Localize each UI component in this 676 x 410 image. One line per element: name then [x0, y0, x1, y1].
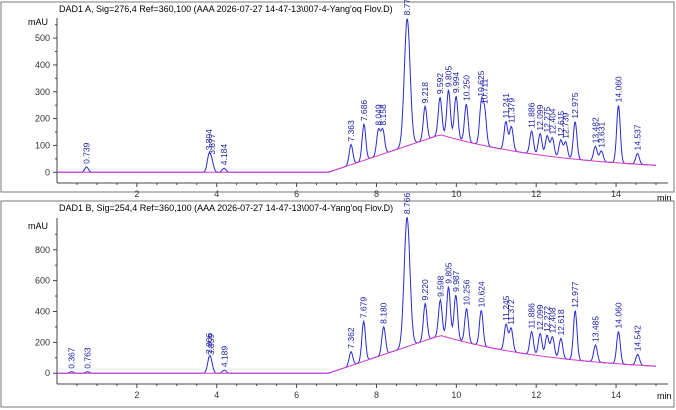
panel-b-peak-label: 9.805: [444, 262, 454, 284]
panel-a-signal-trace: [57, 18, 656, 173]
panel-b-integration-baseline: [57, 335, 657, 374]
panel-a-title: DAD1 A, Sig=276,4 Ref=360,100 (AAA 2026-…: [59, 4, 393, 14]
panel-a-peak-label: 12.739: [561, 112, 571, 138]
panel-b-peak-label: 12.099: [535, 304, 545, 330]
panel-b-peak-label: 7.679: [359, 297, 369, 319]
panel-a-peak-label: 12.275: [542, 106, 552, 132]
panel-b-y-tick-label: 800: [35, 245, 50, 255]
panel-a-x-tick-label: 12: [531, 189, 541, 199]
panel-b-signal-trace: [57, 216, 656, 374]
panel-b-peak-label: 9.220: [420, 279, 430, 301]
panel-a-x-tick-label: 4: [214, 189, 219, 199]
panel-b-peak-label: 9.598: [435, 275, 445, 297]
panel-a-y-tick-label: 300: [35, 87, 50, 97]
panel-a-peak-label: 14.537: [633, 124, 643, 150]
chromatogram-panel-b: DAD1 B, Sig=254,4 Ref=360,100 (AAA 2026-…: [0, 193, 675, 408]
panel-a-peak-label: 4.184: [219, 144, 229, 166]
panel-a-peak-label: 10.625: [476, 70, 486, 96]
panel-a-y-tick-label: 200: [35, 114, 50, 124]
panel-b-peak-label: 3.806: [204, 332, 214, 354]
panel-b-title: DAD1 B, Sig=254,4 Ref=360,100 (AAA 2026-…: [59, 203, 393, 213]
panel-a-peak-label: 9.994: [451, 72, 461, 94]
panel-b-peak-label: 12.977: [570, 281, 580, 307]
panel-a-peak-label: 10.711: [480, 78, 490, 104]
panel-b-x-tick-label: 2: [134, 390, 139, 400]
panel-a-peak-label: 11.886: [527, 102, 537, 128]
panel-a-x-tick-label: 10: [451, 189, 461, 199]
panel-a-y-tick-label: 100: [35, 140, 50, 150]
panel-b-peak-label: 3.859: [206, 334, 216, 356]
panel-a-x-tick-label: 8: [374, 189, 379, 199]
panel-a-peak-label: 14.060: [613, 76, 623, 102]
panel-a-peak-label: 8.770: [402, 0, 412, 15]
panel-b-x-tick-label: 10: [451, 390, 461, 400]
panel-a-integration-baseline: [57, 134, 657, 173]
panel-a-peak-label: 9.592: [435, 73, 445, 95]
panel-a-peak-label: 13.631: [596, 121, 606, 147]
panel-a-peak-label: 0.739: [82, 142, 92, 164]
panel-b-peak-label: 10.624: [476, 281, 486, 307]
panel-a-peak-label: 11.379: [506, 98, 516, 124]
panel-b-peak-label: 12.272: [542, 306, 552, 332]
panel-a-peak-label: 3.877: [207, 133, 217, 155]
panel-a-peak-label: 3.804: [204, 129, 214, 151]
panel-a-peak-label: 8.158: [378, 104, 388, 126]
panel-b-peak-label: 11.245: [501, 295, 511, 321]
panel-b-peak-label: 0.763: [82, 347, 92, 369]
panel-a-y-tick-label: 400: [35, 60, 50, 70]
panel-a-peak-label: 8.049: [373, 104, 383, 126]
panel-b-y-tick-label: 600: [35, 276, 50, 286]
panel-b-peak-label: 14.060: [614, 302, 624, 328]
panel-b-frame: [0, 200, 675, 408]
panel-a-ylabel: mAU: [28, 17, 48, 27]
panel-a-peak-label: 7.686: [359, 100, 369, 122]
panel-b-peak-label: 7.362: [346, 327, 356, 349]
panel-b-y-tick-label: 200: [35, 337, 50, 347]
panel-b-peak-label: 10.256: [462, 279, 472, 305]
panel-a-frame: [0, 1, 675, 193]
panel-b-ylabel: mAU: [28, 221, 48, 231]
panel-b-peak-label: 4.189: [219, 346, 229, 368]
panel-a-y-tick-label: 500: [35, 33, 50, 43]
panel-a-peak-label: 10.250: [461, 75, 471, 101]
panel-a-peak-label: 12.975: [570, 92, 580, 118]
panel-a-peak-label: 9.218: [420, 82, 430, 104]
panel-b-y-tick-label: 400: [35, 306, 50, 316]
panel-a-xlabel: min: [657, 193, 672, 203]
panel-b-peak-label: 8.180: [379, 302, 389, 324]
chromatogram-panel-a: DAD1 A, Sig=276,4 Ref=360,100 (AAA 2026-…: [0, 0, 675, 203]
panel-b-peak-label: 12.618: [556, 309, 566, 335]
panel-b-x-tick-label: 14: [611, 390, 621, 400]
panel-a-peak-label: 9.805: [443, 66, 453, 88]
panel-a-x-tick-label: 14: [611, 189, 621, 199]
panel-a-x-tick-label: 2: [134, 189, 139, 199]
panel-a-peak-label: 12.099: [535, 104, 545, 130]
panel-a-peak-label: 12.615: [556, 111, 566, 137]
panel-a-y-tick-label: 0: [45, 167, 50, 177]
panel-b-peak-label: 8.766: [402, 193, 412, 215]
panel-a-peak-label: 12.404: [547, 108, 557, 134]
panel-a-peak-label: 11.241: [501, 93, 511, 119]
panel-b-x-tick-label: 6: [294, 390, 299, 400]
panel-a-x-tick-label: 6: [294, 189, 299, 199]
panel-b-peak-label: 12.408: [548, 307, 558, 333]
panel-a-peak-label: 7.363: [346, 120, 356, 142]
panel-b-peak-label: 11.372: [506, 299, 516, 325]
panel-b-peak-label: 0.367: [67, 347, 77, 369]
panel-b-x-tick-label: 12: [531, 390, 541, 400]
panel-b-peak-label: 9.987: [451, 270, 461, 292]
panel-b-x-tick-label: 8: [374, 390, 379, 400]
panel-b-xlabel: min: [657, 391, 672, 401]
panel-b-peak-label: 13.485: [591, 316, 601, 342]
panel-b-peak-label: 14.542: [633, 325, 643, 351]
panel-b-y-tick-label: 0: [45, 368, 50, 378]
panel-b-peak-label: 11.886: [527, 303, 537, 329]
panel-a-peak-label: 13.482: [590, 117, 600, 143]
panel-b-x-tick-label: 4: [214, 390, 219, 400]
